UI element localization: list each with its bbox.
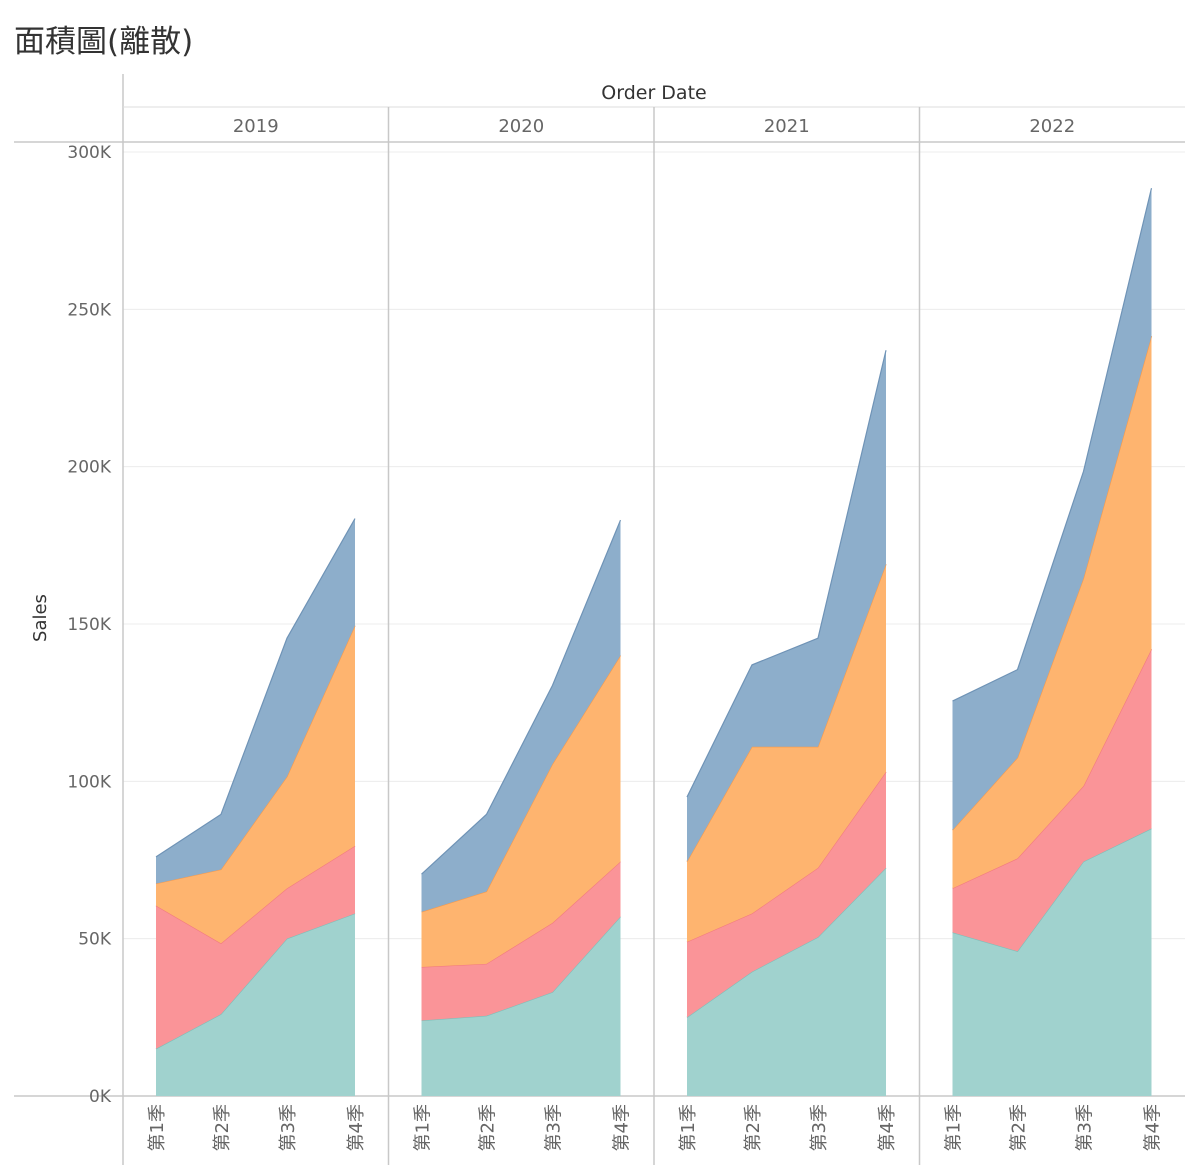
area-layer-2020-3 (421, 520, 621, 912)
area-layer-2020-0 (421, 916, 621, 1096)
x-tick-label-2022-3: 第4季 (1143, 1104, 1164, 1151)
x-tick-label-2020-2: 第3季 (544, 1104, 565, 1151)
area-layer-2021-2 (687, 564, 886, 942)
area-edge-2019-3 (155, 518, 356, 858)
y-tick-label-6: 300K (67, 143, 111, 163)
area-layer-2021-0 (687, 867, 886, 1096)
x-tick-label-2019-0: 第1季 (147, 1104, 168, 1151)
x-tick-label-2021-3: 第4季 (877, 1104, 898, 1151)
panel-year-label-0: 2019 (233, 116, 279, 137)
x-tick-label-2019-3: 第4季 (346, 1104, 367, 1151)
x-tick-label-2019-2: 第3季 (278, 1104, 299, 1151)
y-tick-label-2: 100K (67, 772, 111, 792)
y-tick-label-1: 50K (78, 930, 112, 950)
area-layer-2020-2 (421, 655, 621, 967)
area-edge-2020-2 (421, 655, 622, 913)
area-layer-2022-2 (952, 336, 1152, 889)
panel-year-label-1: 2020 (498, 116, 544, 137)
panel-year-label-3: 2022 (1029, 116, 1075, 137)
area-layer-2021-1 (687, 771, 886, 1018)
area-layer-2022-3 (952, 188, 1152, 831)
area-layer-2019-0 (156, 913, 355, 1096)
y-tick-label-3: 150K (67, 615, 111, 635)
area-layer-2020-1 (421, 861, 621, 1021)
y-axis-title: Sales (30, 594, 51, 642)
area-layer-2022-0 (952, 828, 1152, 1096)
area-layer-2022-1 (952, 649, 1152, 952)
x-tick-label-2019-1: 第2季 (212, 1104, 233, 1151)
x-tick-label-2021-1: 第2季 (743, 1104, 764, 1151)
x-tick-label-2022-2: 第3季 (1075, 1104, 1096, 1151)
page-title: 面積圖(離散) (14, 24, 194, 60)
column-header-label: Order Date (601, 82, 706, 104)
area-layer-2019-2 (156, 625, 355, 944)
panel-year-label-2: 2021 (764, 116, 810, 137)
x-tick-label-2022-0: 第1季 (944, 1104, 965, 1151)
area-edge-2022-3 (952, 188, 1153, 702)
x-tick-label-2021-0: 第1季 (678, 1104, 699, 1151)
area-edge-2020-3 (421, 519, 622, 875)
area-layer-2019-3 (156, 518, 355, 884)
x-tick-label-2020-1: 第2季 (478, 1104, 499, 1151)
y-tick-label-0: 0K (89, 1087, 112, 1107)
y-tick-label-4: 200K (67, 458, 111, 478)
x-tick-label-2022-1: 第2季 (1009, 1104, 1030, 1151)
area-edge-2021-3 (686, 350, 887, 798)
area-layer-2021-3 (687, 350, 886, 862)
x-tick-label-2020-0: 第1季 (413, 1104, 434, 1151)
area-layer-2019-1 (156, 845, 355, 1049)
y-tick-label-5: 250K (67, 300, 111, 320)
x-tick-label-2021-2: 第3季 (809, 1104, 830, 1151)
x-tick-label-2020-3: 第4季 (612, 1104, 633, 1151)
